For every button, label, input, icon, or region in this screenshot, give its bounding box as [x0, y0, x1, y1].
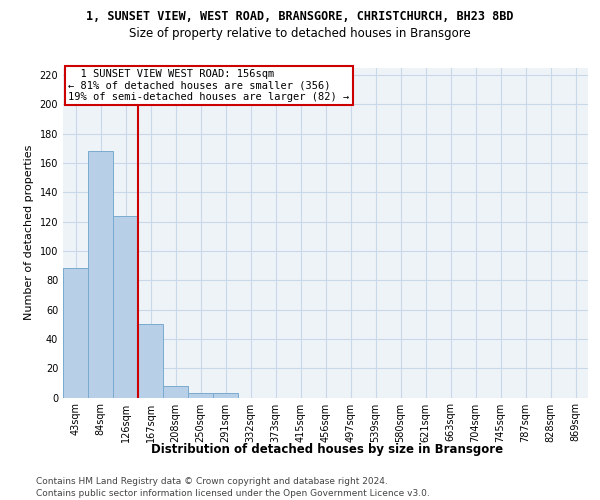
Text: Size of property relative to detached houses in Bransgore: Size of property relative to detached ho… — [129, 28, 471, 40]
Bar — [88, 151, 113, 398]
Text: 1, SUNSET VIEW, WEST ROAD, BRANSGORE, CHRISTCHURCH, BH23 8BD: 1, SUNSET VIEW, WEST ROAD, BRANSGORE, CH… — [86, 10, 514, 23]
Bar — [113, 216, 137, 398]
Bar — [64, 268, 88, 398]
Text: Contains public sector information licensed under the Open Government Licence v3: Contains public sector information licen… — [36, 489, 430, 498]
Bar — [188, 393, 212, 398]
Y-axis label: Number of detached properties: Number of detached properties — [24, 145, 34, 320]
Bar — [139, 324, 163, 398]
Text: Contains HM Land Registry data © Crown copyright and database right 2024.: Contains HM Land Registry data © Crown c… — [36, 478, 388, 486]
Bar — [214, 393, 238, 398]
Text: Distribution of detached houses by size in Bransgore: Distribution of detached houses by size … — [151, 442, 503, 456]
Text: 1 SUNSET VIEW WEST ROAD: 156sqm
← 81% of detached houses are smaller (356)
19% o: 1 SUNSET VIEW WEST ROAD: 156sqm ← 81% of… — [68, 69, 349, 102]
Bar — [163, 386, 188, 398]
